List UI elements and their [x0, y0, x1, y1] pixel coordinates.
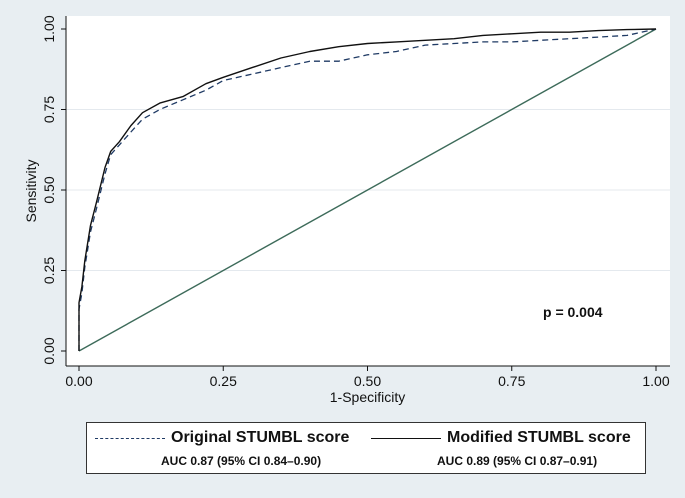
x-axis-label: 1-Specificity [330, 389, 405, 405]
p-value-annotation: p = 0.004 [543, 304, 603, 320]
legend-label-modified: Modified STUMBL score [447, 429, 631, 446]
y-tick-label: 0.25 [41, 257, 57, 284]
y-axis-label: Sensitivity [23, 159, 39, 222]
reference-diagonal-line [78, 28, 657, 352]
x-tick-label: 0.00 [65, 373, 92, 389]
ticks: 0.00 0.25 0.50 0.75 1.00 0.00 0.25 0.50 0.75 1.00 [41, 15, 670, 389]
series-line-original [78, 28, 657, 351]
legend-auc-modified: AUC 0.89 (95% CI 0.87–0.91) [437, 454, 598, 468]
plot-area [66, 16, 670, 366]
y-tick-label: 0.50 [41, 176, 57, 203]
y-tick-label: 1.00 [41, 15, 57, 42]
legend: Original STUMBL score AUC 0.87 (95% CI 0… [86, 422, 646, 474]
legend-swatch-solid [371, 438, 441, 439]
y-tick-label: 0.75 [41, 96, 57, 123]
y-tick-label: 0.00 [41, 337, 57, 364]
x-tick-label: 0.25 [210, 373, 237, 389]
x-tick-label: 0.75 [498, 373, 525, 389]
legend-auc-original: AUC 0.87 (95% CI 0.84–0.90) [161, 454, 322, 468]
legend-label-original: Original STUMBL score [171, 429, 350, 446]
roc-chart: 0.00 0.25 0.50 0.75 1.00 0.00 0.25 0.50 0.75 1.00… [23, 15, 670, 405]
x-tick-label: 0.50 [354, 373, 381, 389]
x-tick-label: 1.00 [642, 373, 669, 389]
legend-swatch-dashed [95, 438, 165, 439]
series-line-modified [78, 28, 657, 351]
series-lines [78, 28, 657, 352]
